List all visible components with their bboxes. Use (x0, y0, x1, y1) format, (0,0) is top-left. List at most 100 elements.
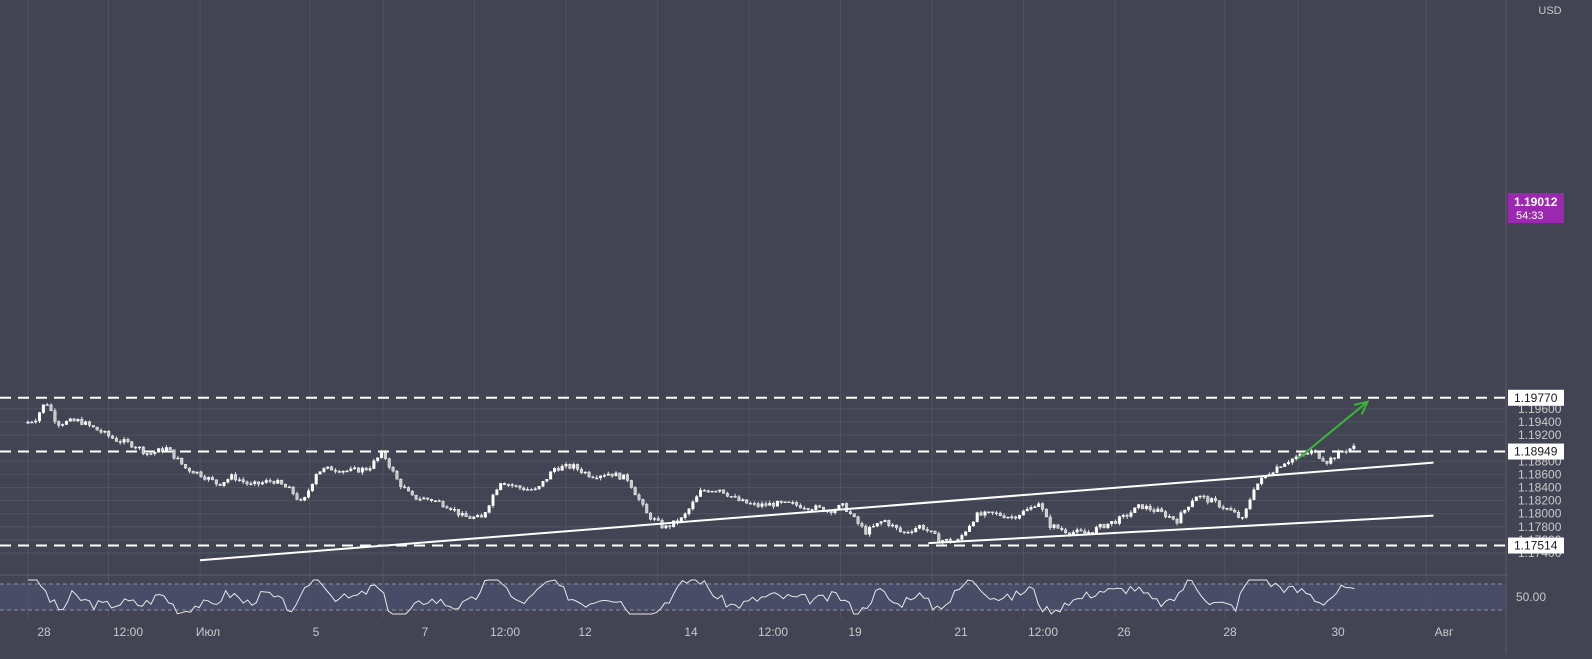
candle-body (137, 446, 141, 449)
candle-body (1148, 505, 1152, 511)
candle-body (1041, 503, 1045, 510)
candle-body (537, 486, 541, 490)
candle-body (207, 477, 211, 480)
candle-body (937, 533, 941, 543)
candle-body (280, 479, 284, 485)
candle-body (583, 471, 587, 474)
candle-body (1210, 498, 1214, 503)
candle-body (1037, 503, 1041, 507)
candle-body (503, 483, 507, 486)
candle-body (968, 525, 972, 532)
candle-body (234, 474, 238, 481)
candle-body (430, 499, 434, 502)
candle-body (1002, 515, 1006, 519)
candle-body (775, 500, 779, 507)
candle-body (53, 410, 57, 422)
indicator-line (28, 579, 1355, 615)
candle-body (1144, 505, 1148, 510)
candle-body (468, 516, 472, 519)
candle-body (268, 480, 272, 482)
candle-body (353, 467, 357, 470)
candle-body (226, 479, 230, 483)
candle-body (1190, 500, 1194, 508)
candle-body (130, 441, 134, 448)
candle-body (41, 404, 45, 413)
candle-body (556, 468, 560, 471)
candle-body (260, 482, 264, 485)
candle-body (464, 513, 468, 517)
candle-body (287, 486, 291, 489)
candle-body (618, 472, 622, 480)
time-tick-label: 12:00 (490, 625, 520, 639)
candle-body (533, 488, 537, 491)
candle-body (979, 512, 983, 516)
price-axis[interactable]: USD1.174001.176001.178001.180001.182001.… (1505, 0, 1592, 654)
candle-body (737, 496, 741, 502)
candle-body (237, 479, 241, 481)
candle-body (1233, 509, 1237, 513)
candle-body (971, 521, 975, 527)
candle-body (898, 527, 902, 532)
time-axis[interactable]: 28 12:00 Июл 5 7 12:00 12 14 12:00 19 21 12:00 26 28 3… (37, 625, 1454, 639)
candle-body (691, 501, 695, 510)
candle-body (944, 538, 948, 541)
candle-body (1187, 506, 1191, 511)
candle-body (929, 530, 933, 532)
candle-body (579, 469, 583, 473)
candle-body (84, 421, 88, 425)
candle-body (203, 476, 207, 480)
candle-body (714, 490, 718, 493)
candle-body (702, 489, 706, 492)
time-tick-label: 12:00 (758, 625, 788, 639)
candle-body (852, 513, 856, 518)
time-tick-label: Авг (1435, 625, 1454, 639)
candle-body (1133, 507, 1137, 513)
candle-body (1048, 516, 1052, 528)
level-price-label: 1.18949 (1514, 445, 1558, 459)
price-tick-label: 1.17800 (1518, 520, 1562, 534)
indicator-panel (0, 579, 1505, 615)
candle-body (545, 479, 549, 482)
candle-body (187, 467, 191, 472)
candle-body (1171, 516, 1175, 520)
candle-body (1014, 516, 1018, 519)
candle-body (149, 453, 153, 455)
candle-body (479, 515, 483, 518)
candle-body (1140, 504, 1144, 510)
candle-body (1221, 506, 1225, 509)
candle-body (364, 467, 368, 471)
candle-body (76, 419, 80, 422)
candle-body (1333, 457, 1337, 460)
candle-body (368, 468, 372, 471)
level-price-tag (1508, 389, 1564, 406)
price-tick-label: 1.18200 (1518, 494, 1562, 508)
candle-body (210, 477, 214, 480)
time-tick-label: 28 (1223, 625, 1237, 639)
candle-body (276, 479, 280, 484)
candle-body (453, 509, 457, 511)
price-tick-label: 1.18400 (1518, 481, 1562, 495)
candle-body (1017, 514, 1021, 519)
candle-body (560, 465, 564, 471)
candle-body (975, 512, 979, 523)
candle-body (991, 511, 995, 514)
candle-body (1306, 453, 1310, 455)
candle-body (99, 429, 103, 433)
candle-body (87, 421, 91, 426)
candle-body (964, 531, 968, 536)
candle-body (576, 464, 580, 470)
candle-body (283, 483, 287, 488)
candle-body (422, 497, 426, 500)
candle-body (814, 505, 818, 510)
price-tick-label: 1.18600 (1518, 467, 1562, 481)
level-price-label: 1.19770 (1514, 391, 1558, 405)
candle-body (699, 489, 703, 497)
candle-body (1271, 472, 1275, 475)
candle-body (1117, 516, 1121, 524)
candle-body (983, 511, 987, 516)
candle-body (510, 484, 514, 486)
candle-body (356, 467, 360, 473)
